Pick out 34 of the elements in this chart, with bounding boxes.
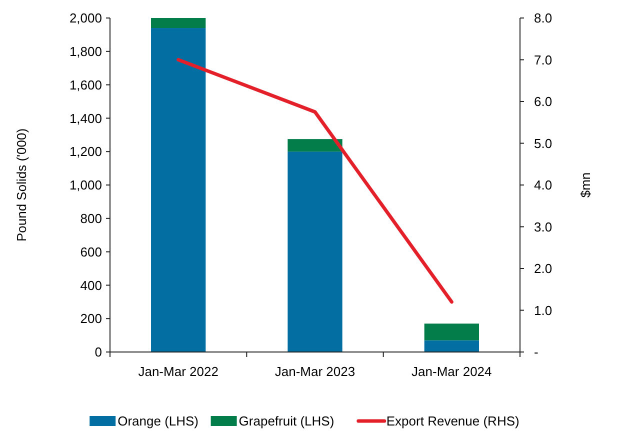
bar (288, 152, 342, 352)
y-tick-label: 1,800 (69, 44, 102, 59)
bar (151, 18, 206, 28)
y2-tick-label: 7.0 (534, 52, 552, 68)
bar (424, 324, 479, 340)
y-tick-label: 800 (80, 210, 102, 226)
x-tick-label: Jan-Mar 2024 (412, 364, 492, 379)
bar (151, 28, 206, 352)
y2-tick-label: 8.0 (534, 10, 552, 26)
x-tick-label: Jan-Mar 2023 (274, 364, 356, 379)
y-tick-label: 2,000 (69, 10, 102, 26)
y-tick-label: 1,600 (69, 77, 102, 92)
y-tick-label: 400 (80, 278, 102, 293)
y-tick-label: 0 (94, 344, 102, 360)
y2-tick-label: 3.0 (534, 219, 552, 234)
y-axis-title: Pound Solids ('000) (14, 128, 29, 242)
y2-tick-label: 6.0 (534, 94, 552, 110)
y-tick-label: 1,400 (69, 110, 102, 126)
legend-label: Export Revenue (RHS) (386, 414, 520, 429)
legend-label: Grapefruit (LHS) (238, 414, 334, 429)
legend-label: Orange (LHS) (118, 414, 199, 429)
y2-tick-label: 1.0 (534, 302, 552, 318)
bar (424, 340, 479, 352)
y2-tick-label: 2.0 (534, 261, 552, 276)
bar (288, 139, 342, 152)
x-tick-label: Jan-Mar 2022 (138, 364, 218, 379)
y2-tick-label: - (534, 344, 538, 360)
y-tick-label: 200 (80, 311, 102, 326)
y-tick-label: 1,000 (69, 178, 102, 193)
y-tick-label: 1,200 (69, 144, 102, 160)
y2-tick-label: 4.0 (534, 178, 552, 193)
y-tick-label: 600 (80, 244, 102, 260)
y2-tick-label: 5.0 (534, 136, 552, 151)
y2-axis-title: $mn (578, 172, 593, 198)
